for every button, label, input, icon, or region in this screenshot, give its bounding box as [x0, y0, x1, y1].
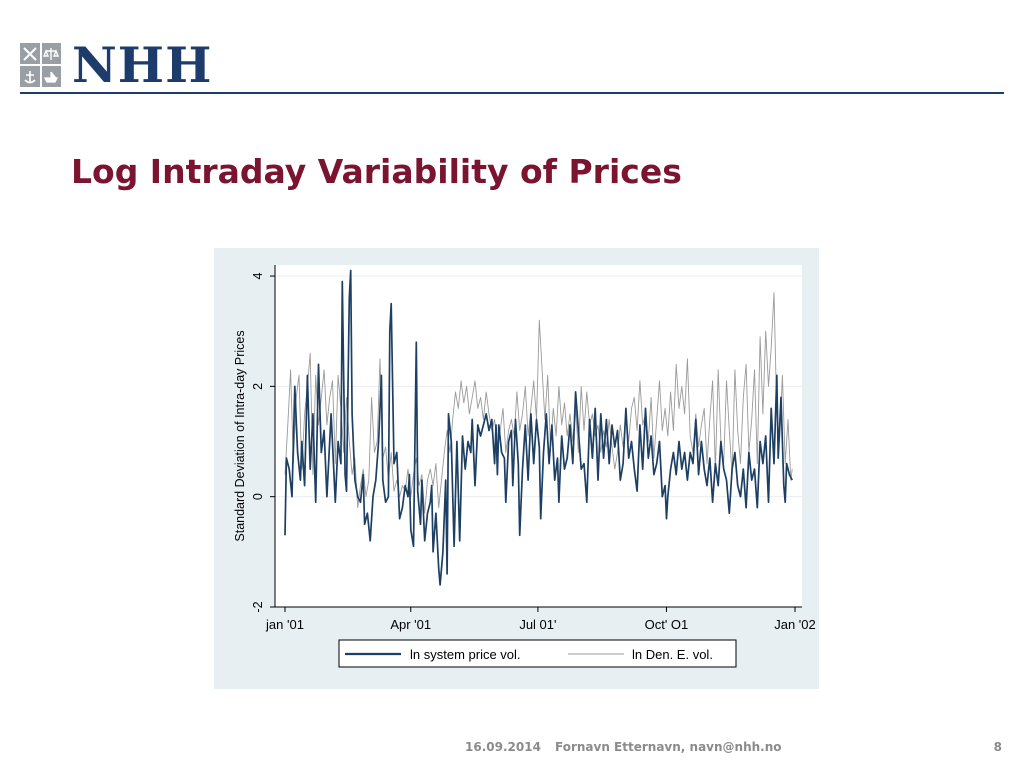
nhh-logo[interactable]: NHH: [20, 36, 213, 94]
header-divider: [20, 92, 1004, 94]
line-chart: 4 2 0 -2 jan '01 Apr '01 Jul 01' Oct' O1 Jan '0…: [233, 265, 816, 668]
series-line-0: [284, 269, 793, 586]
y-tick-label-3: -2: [251, 601, 265, 612]
footer-author[interactable]: Fornavn Etternavn, navn@nhh.no: [555, 740, 782, 754]
x-tick-label-0: jan '01: [265, 617, 304, 632]
x-tick-label-1: Apr '01: [390, 617, 431, 632]
x-tick-label-2: Jul 01': [519, 617, 556, 632]
y-axis-label: Standard Deviation of Intra-day Prices: [233, 330, 247, 541]
legend-box: [338, 639, 737, 668]
footer-date: 16.09.2014: [465, 740, 541, 754]
page-number: 8: [993, 740, 1002, 754]
y-tick-label-1: 2: [251, 383, 265, 390]
y-axis-ticks: 4 2 0 -2: [251, 273, 275, 613]
series-line-1: [284, 292, 793, 514]
y-tick-label-0: 4: [251, 273, 265, 280]
y-tick-label-2: 0: [251, 493, 265, 500]
chart-panel: 4 2 0 -2 jan '01 Apr '01 Jul 01' Oct' O1 Jan '0…: [214, 248, 819, 689]
legend-label-system-price: ln system price vol.: [410, 647, 521, 662]
crest-icon: [20, 43, 61, 87]
legend: ln system price vol. ln Den. E. vol.: [338, 639, 737, 668]
legend-label-den-e: ln Den. E. vol.: [632, 647, 713, 662]
anchor-icon: [20, 66, 40, 87]
slide-title: Log Intraday Variability of Prices: [71, 152, 682, 191]
ship-icon: [41, 66, 61, 87]
crossed-tools-icon: [20, 43, 40, 64]
data-series: [284, 269, 793, 586]
x-tick-label-4: Jan '02: [774, 617, 816, 632]
logo-text: NHH: [72, 36, 213, 94]
x-tick-label-3: Oct' O1: [645, 617, 689, 632]
scales-icon: [41, 43, 61, 64]
x-axis-ticks: jan '01 Apr '01 Jul 01' Oct' O1 Jan '02: [265, 607, 816, 632]
